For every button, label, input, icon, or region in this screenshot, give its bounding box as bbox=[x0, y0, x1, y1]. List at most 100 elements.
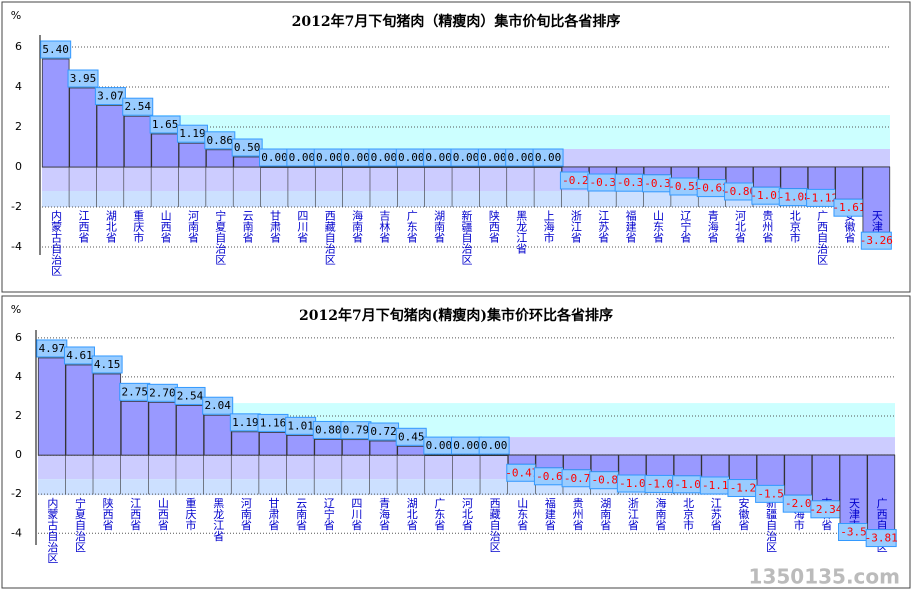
value-label: 1.16 bbox=[260, 416, 287, 429]
bar bbox=[65, 364, 94, 456]
value-label: 4.97 bbox=[39, 342, 66, 355]
bar bbox=[259, 432, 287, 456]
value-label: 0.72 bbox=[370, 425, 397, 438]
value-label-box bbox=[478, 436, 510, 455]
x-tick-label: 湖南省 bbox=[433, 210, 446, 244]
bar bbox=[780, 166, 809, 190]
bar bbox=[37, 357, 66, 456]
value-label: 0.00 bbox=[426, 439, 453, 452]
value-label: 0.86 bbox=[207, 134, 234, 147]
x-tick-label: 宁夏自治区 bbox=[214, 209, 227, 265]
value-label-box bbox=[174, 386, 206, 405]
value-label: -1.5 bbox=[757, 487, 784, 500]
value-label-box bbox=[532, 148, 564, 167]
x-tick-label: 湖北省 bbox=[104, 210, 117, 244]
bar bbox=[673, 454, 702, 477]
value-label-box bbox=[94, 87, 126, 106]
value-label-box bbox=[91, 355, 123, 374]
bar bbox=[811, 454, 840, 502]
value-label: 0.45 bbox=[398, 430, 425, 443]
x-tick-label: 河北省 bbox=[461, 497, 474, 531]
bar bbox=[561, 166, 590, 173]
x-tick-label: 山东省 bbox=[651, 210, 664, 244]
value-label: -1.0 bbox=[674, 478, 701, 491]
value-label: 0.50 bbox=[234, 141, 261, 154]
value-label: 0.00 bbox=[261, 151, 288, 164]
x-tick-label: 福建省 bbox=[624, 209, 637, 244]
bar bbox=[315, 166, 344, 168]
x-tick-label: 黑龙江省 bbox=[212, 497, 225, 542]
value-label-box bbox=[40, 40, 72, 59]
x-tick-label: 贵州省 bbox=[761, 210, 774, 244]
y-tick-label: 6 bbox=[15, 40, 22, 53]
bar bbox=[839, 454, 868, 524]
x-tick-label: 黑龙江省 bbox=[515, 210, 528, 255]
value-label: -1.2 bbox=[730, 482, 757, 495]
bar bbox=[96, 105, 125, 168]
x-tick-label: 江苏省 bbox=[597, 210, 610, 244]
bar bbox=[397, 166, 426, 168]
x-tick-label: 湖北省 bbox=[405, 497, 418, 531]
y-tick-label: -4 bbox=[11, 526, 22, 539]
x-tick-label: 江西省 bbox=[129, 497, 142, 531]
x-tick-label: 海南省 bbox=[654, 496, 667, 531]
bar bbox=[342, 166, 371, 168]
bar bbox=[231, 431, 260, 456]
value-label: 3.95 bbox=[70, 72, 97, 85]
value-label: 2.04 bbox=[204, 399, 231, 412]
value-label: 0.00 bbox=[343, 151, 370, 164]
bar bbox=[646, 454, 674, 476]
value-label-box bbox=[67, 69, 99, 88]
value-label: -0.3 bbox=[590, 176, 617, 189]
bar bbox=[206, 149, 234, 168]
value-label: -1.0 bbox=[647, 477, 674, 490]
value-label: 1.19 bbox=[232, 416, 259, 429]
watermark: 1350135.com bbox=[749, 565, 900, 589]
value-label: 4.61 bbox=[66, 349, 93, 362]
x-tick-label: 福建省 bbox=[543, 496, 556, 531]
bar bbox=[233, 156, 261, 168]
value-label: -0.63 bbox=[696, 182, 729, 195]
value-label: -0.3 bbox=[617, 176, 644, 189]
bar bbox=[698, 166, 726, 180]
value-label: 0.00 bbox=[316, 151, 343, 164]
y-tick-label: -4 bbox=[11, 240, 22, 253]
value-label: 2.75 bbox=[122, 385, 149, 398]
bar bbox=[69, 87, 97, 168]
value-label: 2.54 bbox=[177, 389, 204, 402]
value-label: -1.1 bbox=[702, 479, 729, 492]
value-label: 3.07 bbox=[97, 90, 124, 103]
bar bbox=[203, 414, 232, 456]
value-label-box bbox=[202, 396, 234, 415]
y-tick-label: -2 bbox=[11, 487, 22, 500]
value-label: -3.81 bbox=[865, 532, 898, 545]
value-label: -0.47 bbox=[505, 466, 538, 479]
value-label: -0.6 bbox=[536, 470, 563, 483]
chart-title: 2012年7月下旬猪肉（精瘦肉）集市价旬比各省排序 bbox=[292, 13, 621, 30]
value-label: -2.34 bbox=[809, 503, 842, 516]
y-tick-label: 0 bbox=[15, 448, 22, 461]
x-tick-label: 新疆自治区 bbox=[765, 496, 778, 552]
x-tick-label: 安徽省 bbox=[737, 496, 750, 531]
bar bbox=[701, 454, 730, 478]
x-tick-label: 广西自治区 bbox=[816, 210, 829, 265]
value-label: 0.00 bbox=[371, 151, 398, 164]
chart-title: 2012年7月下旬猪肉(精瘦肉)集市价环比各省排序 bbox=[299, 307, 613, 324]
bar bbox=[41, 58, 70, 168]
bar bbox=[590, 454, 619, 473]
x-tick-label: 河南省 bbox=[239, 497, 252, 531]
value-label: 2.70 bbox=[149, 386, 176, 399]
value-label: -3.26 bbox=[860, 234, 893, 247]
value-label: 4.15 bbox=[94, 358, 121, 371]
x-tick-label: 新疆自治区 bbox=[460, 209, 473, 265]
bar bbox=[618, 454, 647, 476]
value-label: 0.00 bbox=[453, 151, 480, 164]
value-label: 0.00 bbox=[480, 151, 507, 164]
x-tick-label: 浙江省 bbox=[626, 497, 639, 531]
x-tick-label: 辽宁省 bbox=[322, 497, 335, 531]
x-tick-label: 内蒙古自治区 bbox=[50, 209, 63, 276]
x-tick-label: 云南省 bbox=[241, 210, 254, 244]
value-label: -0.7 bbox=[564, 472, 591, 485]
value-label: 0.00 bbox=[425, 151, 452, 164]
bar bbox=[176, 405, 204, 456]
